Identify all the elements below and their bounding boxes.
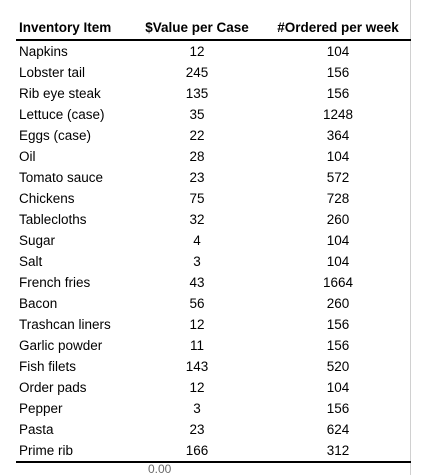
cell-value-per-case: 3: [193, 254, 201, 269]
cell-ordered-per-week: 156: [326, 65, 350, 80]
cell-ordered-per-week: 520: [326, 359, 350, 374]
cell-ordered-per-week: 1664: [322, 275, 354, 290]
cell-value-per-case: 3: [193, 401, 201, 416]
cell-ordered-per-week: 156: [326, 317, 350, 332]
column-header-inventory-item: Inventory Item: [16, 16, 129, 41]
cell-value-per-case: 4: [193, 233, 201, 248]
cut-off-cell-value: 0.00: [148, 462, 172, 476]
cell-value-per-case: 12: [189, 44, 205, 59]
cell-value-per-case: 56: [189, 296, 205, 311]
cell-inventory-item: Oil: [19, 149, 36, 164]
table-row: Oil 28 104: [16, 146, 411, 167]
cell-inventory-item: Prime rib: [16, 440, 129, 463]
cell-inventory-item: Garlic powder: [19, 338, 103, 353]
cell-value-per-case: 35: [189, 107, 205, 122]
cell-inventory-item: Pasta: [19, 422, 54, 437]
cell-ordered-per-week: 104: [326, 44, 350, 59]
table-row: French fries 43 1664: [16, 272, 411, 293]
cell-ordered-per-week: 728: [326, 191, 350, 206]
cell-ordered-per-week: 104: [326, 149, 350, 164]
cell-inventory-item: Rib eye steak: [19, 86, 101, 101]
table-row: Trashcan liners 12 156: [16, 314, 411, 335]
cell-value-per-case: 23: [189, 422, 205, 437]
cell-ordered-per-week: 312: [265, 440, 411, 463]
cell-value-per-case: 22: [189, 128, 205, 143]
table-row: Tomato sauce 23 572: [16, 167, 411, 188]
cell-ordered-per-week: 260: [326, 212, 350, 227]
header-row: Inventory Item $Value per Case #Ordered …: [16, 16, 411, 41]
cell-inventory-item: Tomato sauce: [19, 170, 104, 185]
cell-ordered-per-week: 624: [326, 422, 350, 437]
table-row: Salt 3 104: [16, 251, 411, 272]
table-row: Fish filets 143 520: [16, 356, 411, 377]
cell-ordered-per-week: 104: [326, 233, 350, 248]
cell-value-per-case: 12: [189, 317, 205, 332]
cell-ordered-per-week: 156: [326, 86, 350, 101]
cell-inventory-item: Lobster tail: [19, 65, 86, 80]
cell-value-per-case: 12: [189, 380, 205, 395]
cell-inventory-item: Pepper: [19, 401, 63, 416]
column-header-value-per-case: $Value per Case: [129, 16, 265, 41]
cell-inventory-item: Chickens: [19, 191, 75, 206]
cell-ordered-per-week: 104: [326, 254, 350, 269]
cell-ordered-per-week: 156: [326, 401, 350, 416]
table-row: Lettuce (case) 35 1248: [16, 104, 411, 125]
cell-inventory-item: Sugar: [19, 233, 56, 248]
table-row: Bacon 56 260: [16, 293, 411, 314]
column-header-ordered-per-week: #Ordered per week: [265, 16, 411, 41]
table-header: Inventory Item $Value per Case #Ordered …: [16, 16, 411, 41]
cell-value-per-case: 245: [185, 65, 209, 80]
cell-inventory-item: Fish filets: [19, 359, 77, 374]
cell-ordered-per-week: 364: [326, 128, 350, 143]
cell-value-per-case: 143: [185, 359, 209, 374]
cell-inventory-item: Order pads: [19, 380, 87, 395]
table-row: Prime rib 166 312: [16, 440, 411, 463]
cell-ordered-per-week: 1248: [322, 107, 354, 122]
table-row: Pepper 3 156: [16, 398, 411, 419]
cell-inventory-item: Lettuce (case): [19, 107, 105, 122]
cell-inventory-item: Napkins: [19, 44, 68, 59]
cell-value-per-case: 28: [189, 149, 205, 164]
cell-value-per-case: 23: [189, 170, 205, 185]
table-row: Napkins 12 104: [16, 40, 411, 62]
table-row: Eggs (case) 22 364: [16, 125, 411, 146]
cell-value-per-case: 166: [129, 440, 265, 463]
cell-inventory-item: Bacon: [19, 296, 58, 311]
cell-value-per-case: 135: [185, 86, 209, 101]
cell-inventory-item: Trashcan liners: [19, 317, 111, 332]
cell-value-per-case: 32: [189, 212, 205, 227]
cell-value-per-case: 11: [189, 338, 204, 353]
cell-ordered-per-week: 156: [326, 338, 350, 353]
table-row: Pasta 23 624: [16, 419, 411, 440]
table-row: Chickens 75 728: [16, 188, 411, 209]
column-border: [410, 0, 411, 475]
table-row: Lobster tail 245 156: [16, 62, 411, 83]
cell-inventory-item: Salt: [19, 254, 43, 269]
table-row: Order pads 12 104: [16, 377, 411, 398]
table-row: Tablecloths 32 260: [16, 209, 411, 230]
cell-value-per-case: 75: [189, 191, 205, 206]
inventory-table: Inventory Item $Value per Case #Ordered …: [16, 16, 411, 463]
cell-ordered-per-week: 104: [326, 380, 350, 395]
table-row: Rib eye steak 135 156: [16, 83, 411, 104]
table-row: Garlic powder 11 156: [16, 335, 411, 356]
table-row: Sugar 4 104: [16, 230, 411, 251]
table-body: Napkins 12 104 Lobster tail 245 156 Rib eye st…: [16, 40, 411, 463]
cell-inventory-item: Eggs (case): [19, 128, 92, 143]
cell-ordered-per-week: 572: [326, 170, 350, 185]
cell-value-per-case: 43: [189, 275, 205, 290]
cell-inventory-item: Tablecloths: [19, 212, 87, 227]
cell-ordered-per-week: 260: [326, 296, 350, 311]
cell-inventory-item: French fries: [19, 275, 91, 290]
